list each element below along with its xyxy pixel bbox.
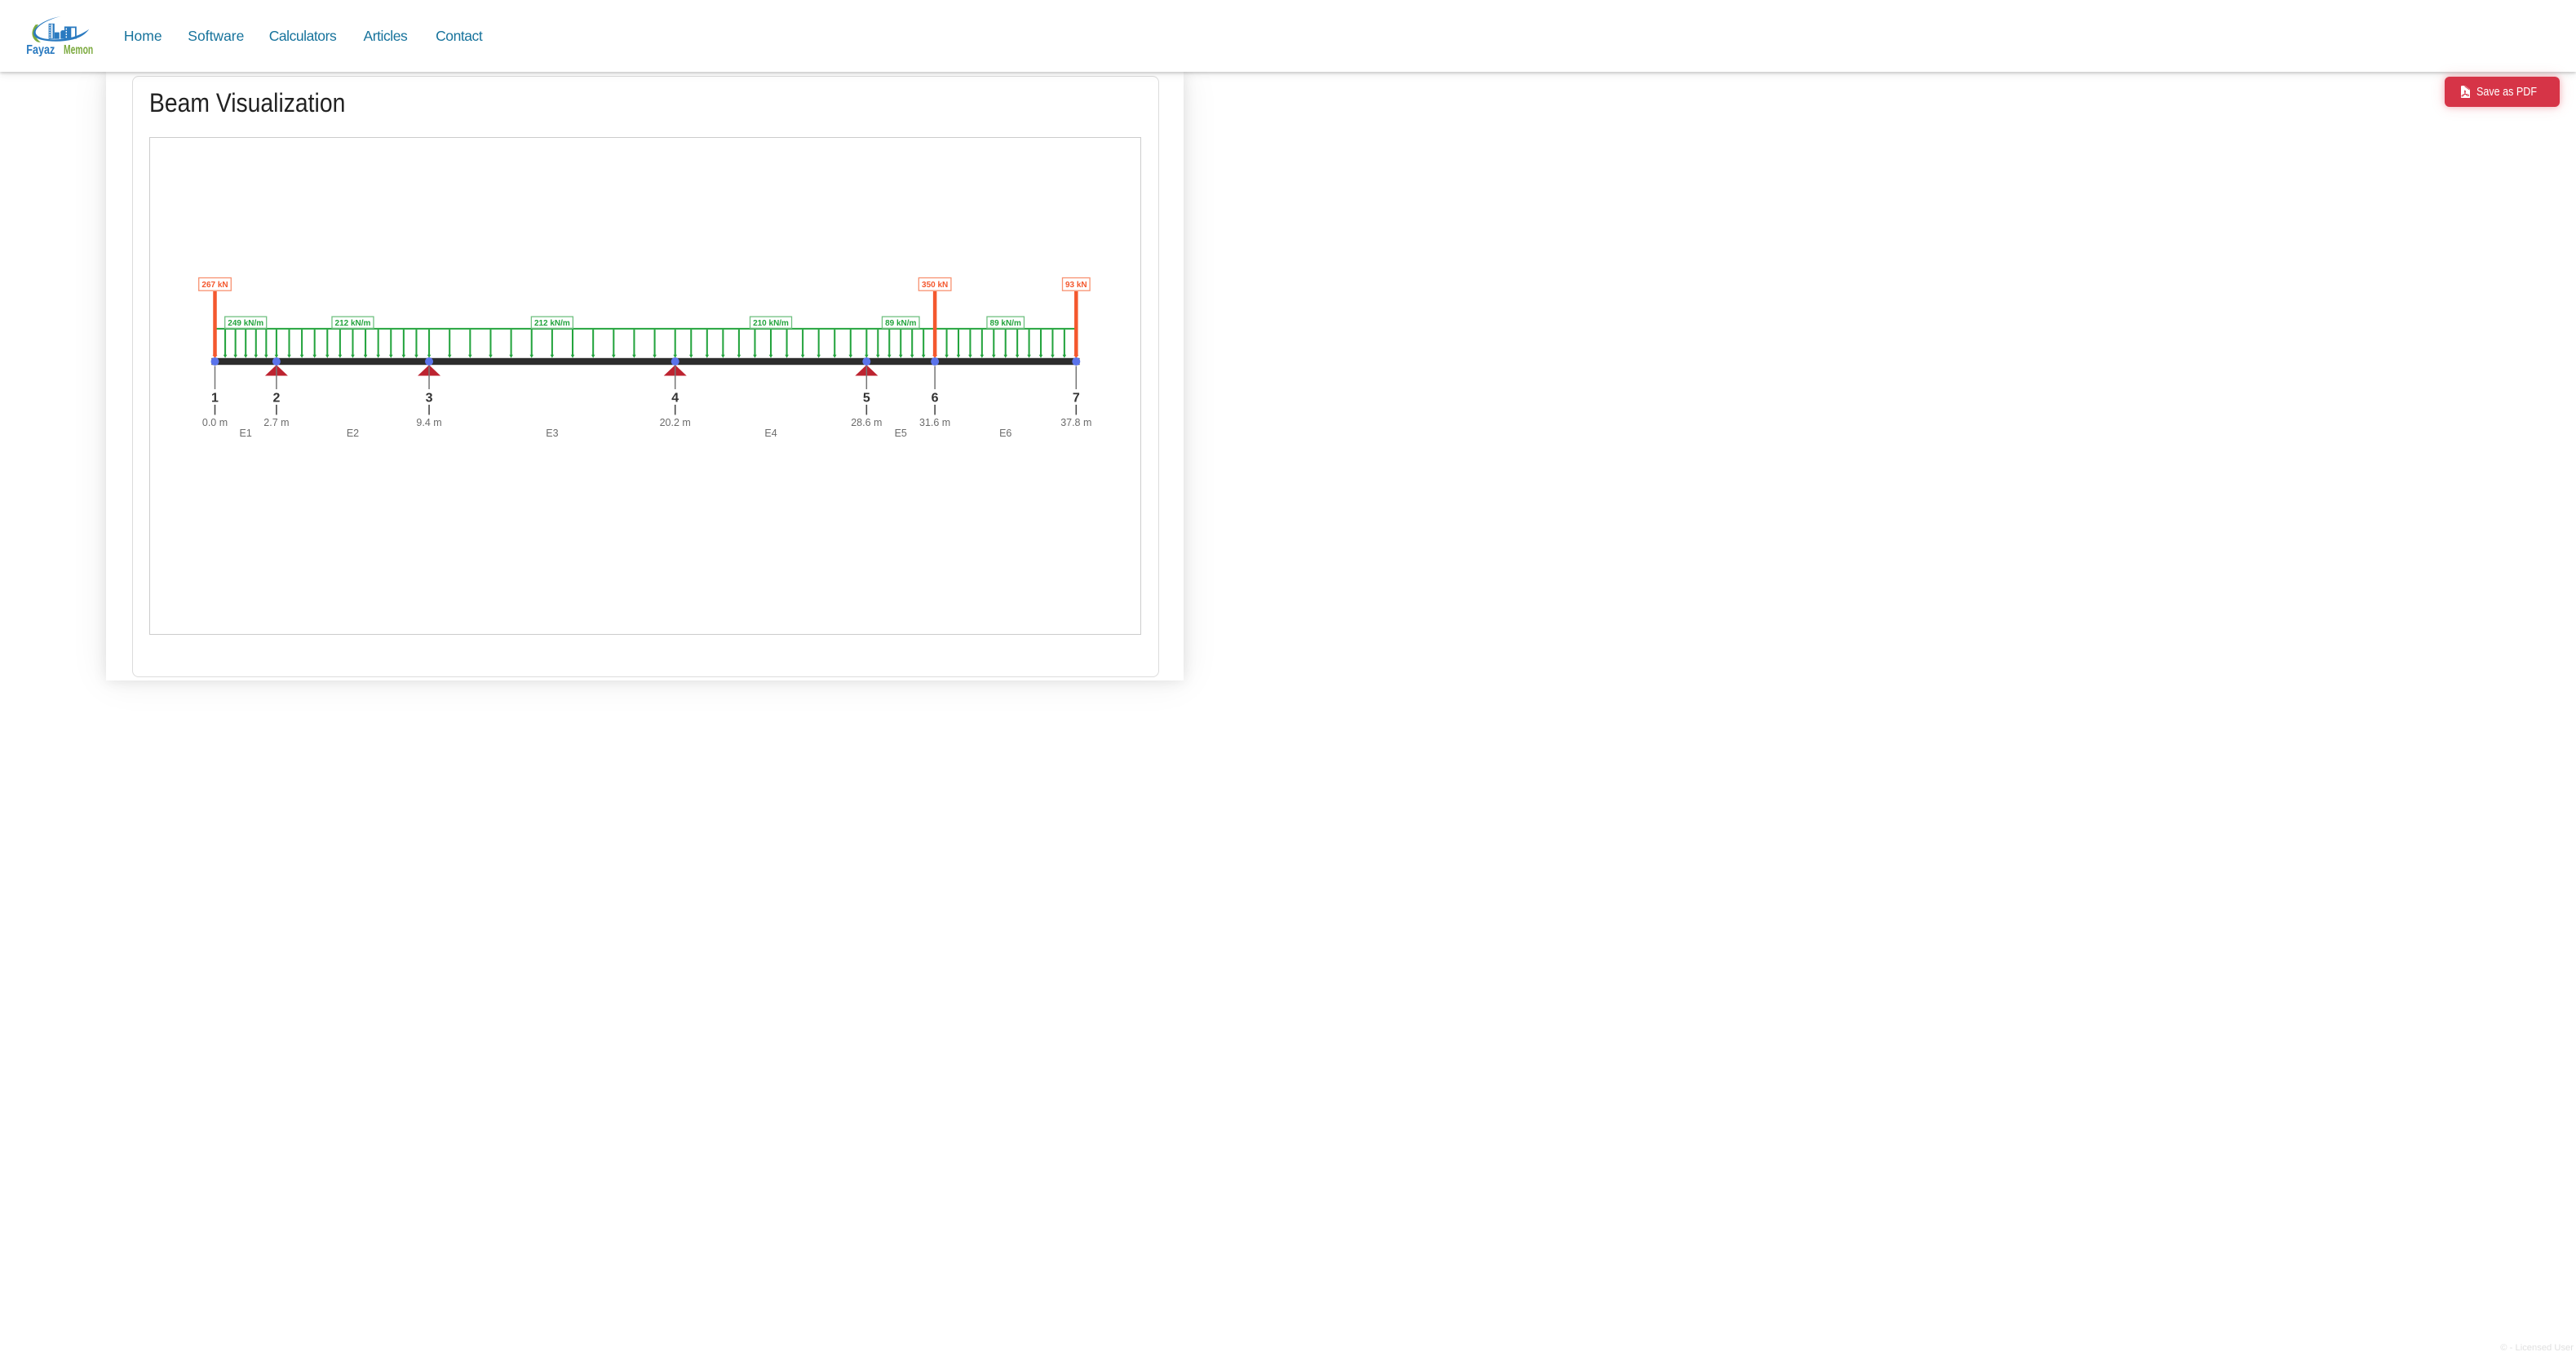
svg-text:210 kN/m: 210 kN/m [753, 319, 789, 328]
svg-text:249 kN/m: 249 kN/m [228, 319, 263, 328]
svg-text:9.4 m: 9.4 m [416, 417, 441, 428]
svg-text:2: 2 [272, 391, 280, 405]
svg-text:0.0 m: 0.0 m [202, 417, 228, 428]
svg-text:28.6 m: 28.6 m [851, 417, 882, 428]
svg-text:212 kN/m: 212 kN/m [534, 319, 570, 328]
svg-text:1: 1 [211, 391, 219, 405]
svg-text:5: 5 [863, 391, 870, 405]
svg-text:E6: E6 [999, 428, 1011, 439]
svg-text:7: 7 [1073, 391, 1080, 405]
svg-text:31.6 m: 31.6 m [919, 417, 950, 428]
svg-text:6: 6 [932, 391, 939, 405]
svg-text:37.8 m: 37.8 m [1060, 417, 1091, 428]
svg-text:E2: E2 [347, 428, 359, 439]
svg-text:E5: E5 [895, 428, 907, 439]
svg-text:3: 3 [426, 391, 433, 405]
svg-text:20.2 m: 20.2 m [660, 417, 691, 428]
svg-text:89 kN/m: 89 kN/m [990, 319, 1021, 328]
svg-text:2.7 m: 2.7 m [263, 417, 289, 428]
svg-text:350 kN: 350 kN [922, 281, 948, 290]
svg-text:93 kN: 93 kN [1065, 281, 1087, 290]
svg-text:E1: E1 [240, 428, 252, 439]
svg-text:Fayaz: Fayaz [26, 43, 55, 56]
svg-text:E4: E4 [764, 428, 777, 439]
svg-text:Memon: Memon [64, 43, 93, 56]
svg-text:212 kN/m: 212 kN/m [335, 319, 371, 328]
svg-text:267 kN: 267 kN [201, 281, 228, 290]
svg-text:4: 4 [671, 391, 679, 405]
svg-text:89 kN/m: 89 kN/m [885, 319, 916, 328]
svg-text:E3: E3 [546, 428, 558, 439]
